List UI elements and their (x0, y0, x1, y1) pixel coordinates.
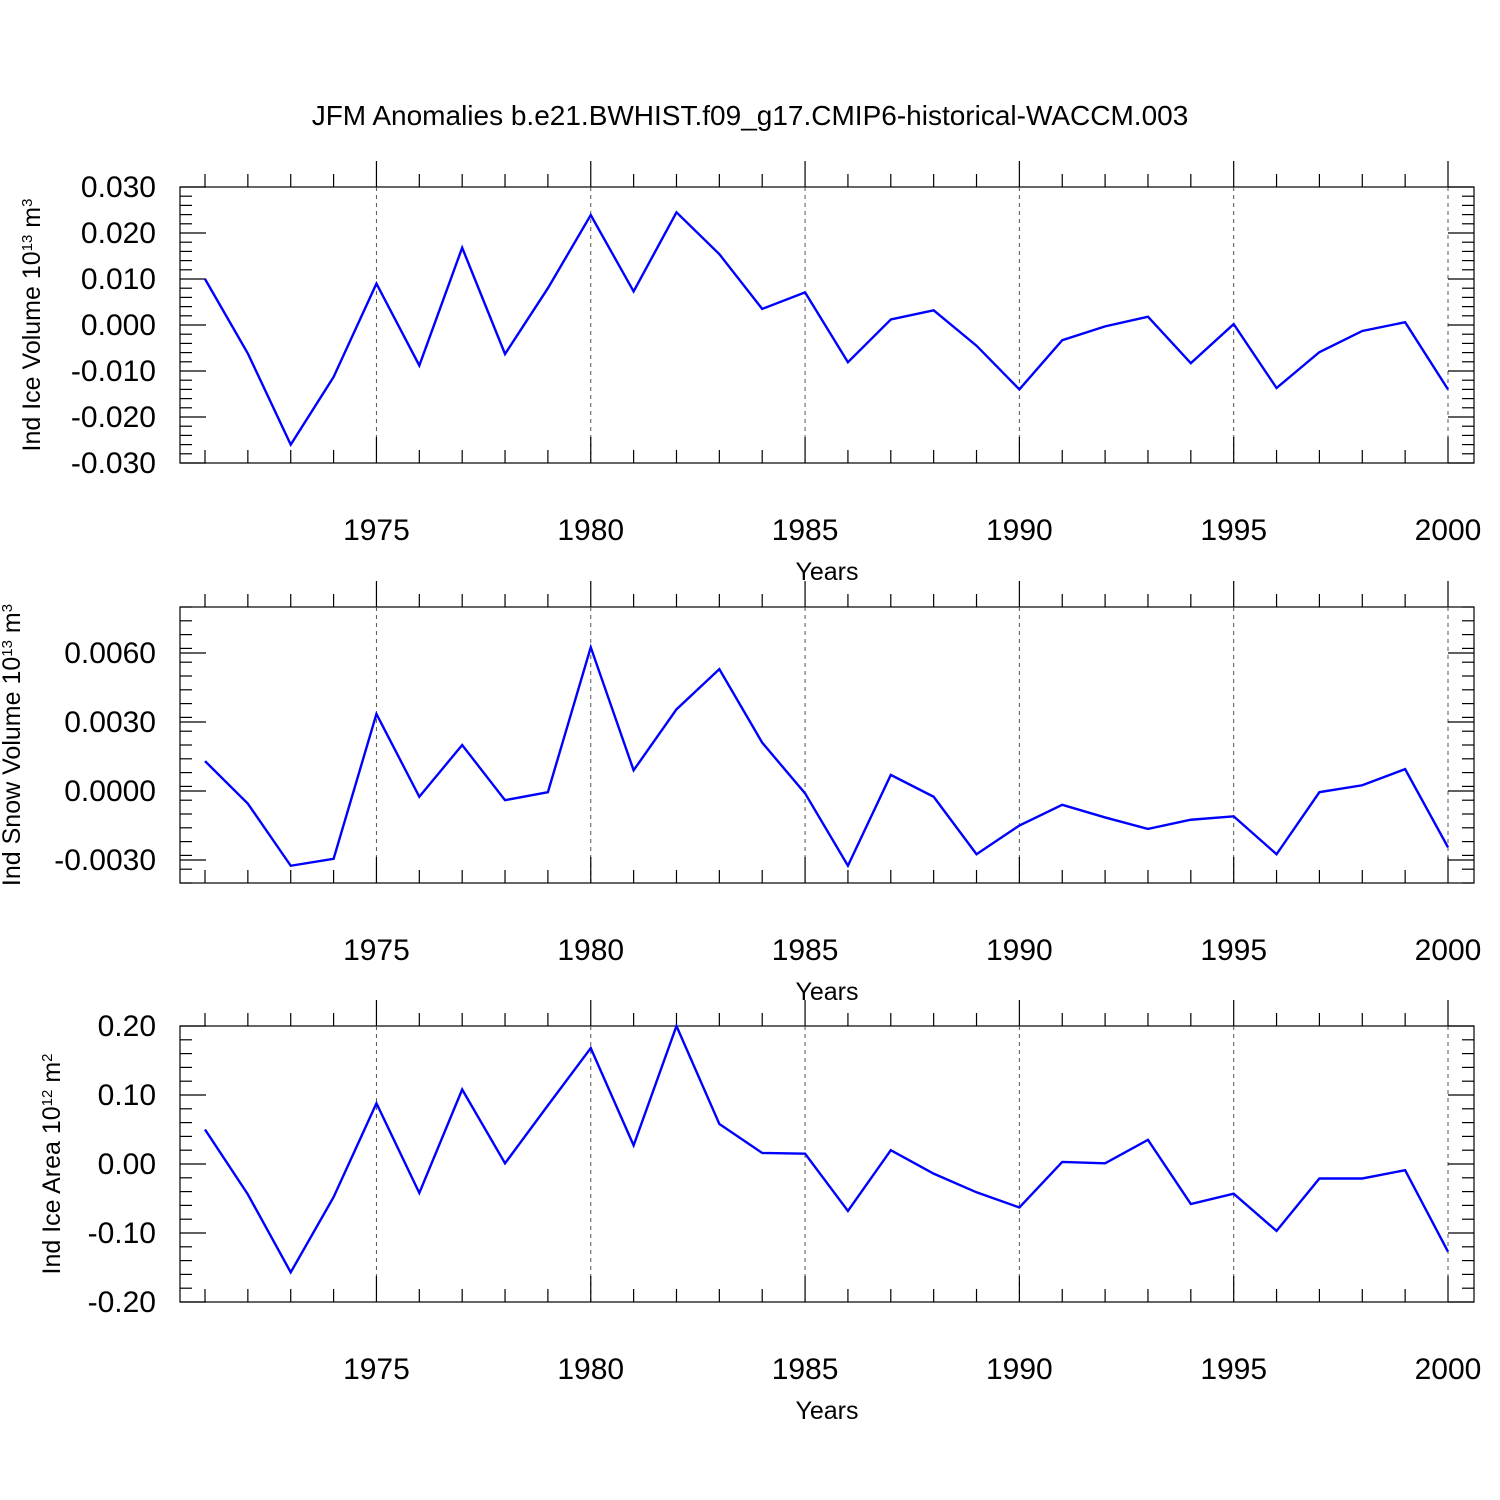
plot-frame (179, 186, 1475, 464)
y-tick-label: 0.000 (81, 309, 156, 342)
chart-panel-2: -0.0030 0.0000 0.0030 0.0060 1975 1980 1985 199… (0, 581, 1481, 1006)
series-line (204, 643, 1450, 869)
x-tick-label: 1990 (986, 934, 1053, 967)
x-tick-label: 1975 (343, 934, 410, 967)
y-tick-label: -0.10 (88, 1217, 156, 1250)
y-tick-label: 0.0060 (64, 637, 156, 670)
x-tick-label: 2000 (1415, 1353, 1482, 1386)
x-tick-label: 1990 (986, 1353, 1053, 1386)
x-tick-label: 1995 (1200, 934, 1267, 967)
y-axis-label-prefix: Ind Ice Volume 10 (18, 251, 46, 451)
y-axis-label-unit: m (38, 1062, 66, 1090)
x-tick-label: 1995 (1200, 514, 1267, 547)
y-axis-label-unit-exp: 2 (39, 1054, 56, 1062)
x-tick-label: 1985 (772, 934, 839, 967)
y-tick-label: -0.010 (71, 355, 156, 388)
y-tick-label: 0.10 (98, 1079, 156, 1112)
x-tick-label: 1980 (557, 934, 624, 967)
plot-frame (179, 1025, 1475, 1303)
x-tick-label: 1980 (557, 514, 624, 547)
y-tick-label: 0.20 (98, 1010, 156, 1043)
y-tick-label: 0.0030 (64, 706, 156, 739)
y-axis-label-unit: m (0, 612, 26, 640)
x-tick-label: 1985 (772, 1353, 839, 1386)
y-tick-label: 0.020 (81, 217, 156, 250)
y-tick-label: -0.20 (88, 1286, 156, 1319)
y-tick-label: -0.020 (71, 401, 156, 434)
chart-panels: -0.030 -0.020 -0.010 0.000 0.010 0.020 0.030 19… (0, 161, 1481, 1425)
x-axis-label: Years (795, 978, 858, 1006)
x-tick-label: 1990 (986, 514, 1053, 547)
x-tick-label: 1995 (1200, 1353, 1267, 1386)
y-axis-label-exp: 13 (19, 235, 36, 252)
y-axis-label-unit: m (18, 207, 46, 235)
y-axis-label-prefix: Ind Ice Area 10 (38, 1106, 66, 1274)
x-axis-label: Years (795, 1397, 858, 1425)
series-line (203, 1022, 1450, 1275)
chart-panel-3: -0.20 -0.10 0.00 0.10 0.20 1975 1980 1985 1990 19… (38, 1000, 1481, 1425)
x-tick-label: 1975 (343, 1353, 410, 1386)
y-tick-label: -0.030 (71, 447, 156, 480)
y-axis-label-unit-exp: 3 (19, 199, 36, 207)
y-axis-label: Ind Snow Volume 1013 m3 (0, 604, 26, 886)
y-axis-label-prefix: Ind Snow Volume 10 (0, 657, 26, 886)
y-axis-label: Ind Ice Volume 1013 m3 (18, 199, 46, 452)
y-axis-label: Ind Ice Area 1012 m2 (38, 1054, 66, 1275)
y-axis-label-exp: 13 (0, 640, 16, 657)
x-tick-label: 2000 (1415, 514, 1482, 547)
y-tick-label: 0.0000 (64, 775, 156, 808)
x-tick-label: 1985 (772, 514, 839, 547)
plot-frame (179, 606, 1475, 884)
y-axis-label-exp: 12 (39, 1090, 56, 1107)
x-tick-label: 2000 (1415, 934, 1482, 967)
x-tick-label: 1975 (343, 514, 410, 547)
y-tick-label: 0.010 (81, 263, 156, 296)
figure-title: JFM Anomalies b.e21.BWHIST.f09_g17.CMIP6… (312, 100, 1189, 131)
y-tick-label: 0.00 (98, 1148, 156, 1181)
y-tick-label: -0.0030 (54, 844, 156, 877)
x-tick-label: 1980 (557, 1353, 624, 1386)
series-line (203, 210, 1450, 448)
y-axis-label-unit-exp: 3 (0, 604, 16, 612)
y-tick-label: 0.030 (81, 171, 156, 204)
chart-panel-1: -0.030 -0.020 -0.010 0.000 0.010 0.020 0.030 19… (18, 161, 1481, 586)
x-axis-label: Years (795, 558, 858, 586)
